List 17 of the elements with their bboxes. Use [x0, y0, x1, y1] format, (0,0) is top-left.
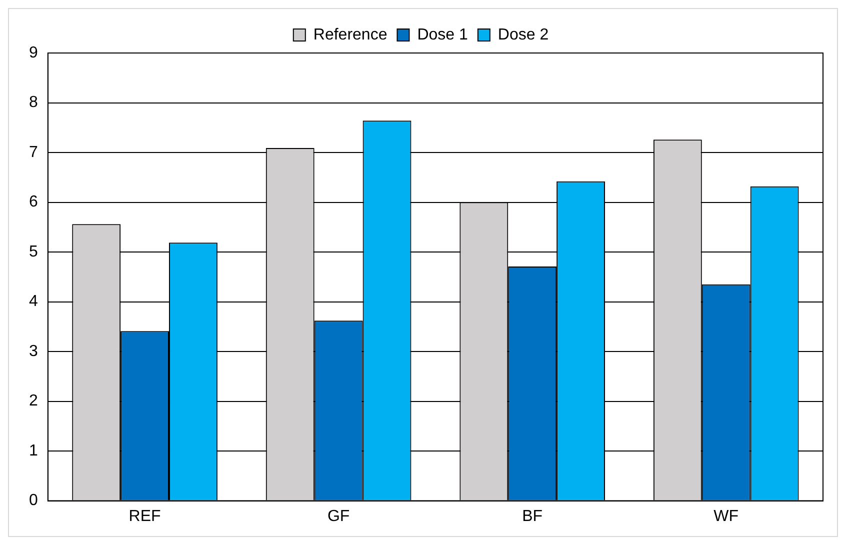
y-tick-label: 9	[28, 44, 38, 62]
y-tick-label: 0	[28, 492, 38, 510]
y-tick-label: 3	[28, 342, 38, 360]
y-tick-label: 7	[28, 144, 38, 161]
y-tick-label: 5	[28, 243, 38, 260]
x-tick-label: WF	[714, 508, 739, 525]
y-tick-label: 6	[28, 194, 38, 211]
x-tick-label: GF	[327, 508, 350, 525]
legend-label: Dose 1	[417, 26, 468, 44]
y-tick-label: 8	[28, 94, 38, 112]
y-tick-label: 4	[28, 293, 38, 310]
y-tick-label: 1	[28, 442, 38, 460]
x-tick-label: REF	[128, 508, 162, 525]
x-tick-label: BF	[522, 508, 543, 525]
legend-label: Dose 2	[498, 26, 549, 44]
legend-label: Reference	[313, 26, 388, 44]
y-tick-label: 2	[28, 392, 38, 410]
